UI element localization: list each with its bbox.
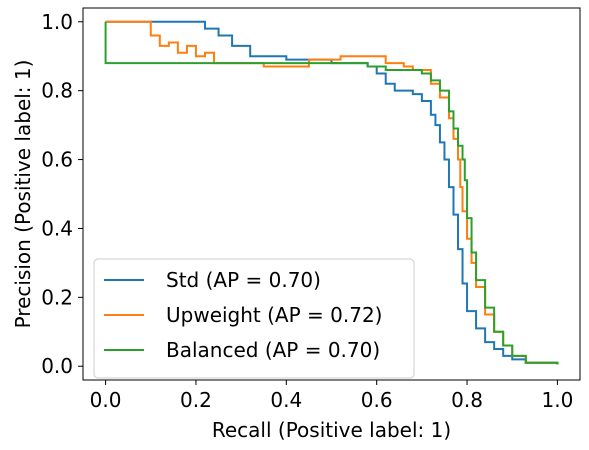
x-tick-label: 0.6	[361, 388, 393, 412]
x-tick-label: 0.0	[90, 388, 122, 412]
y-tick-label: 0.0	[41, 354, 73, 378]
legend-label-2: Upweight (AP = 0.72)	[166, 303, 382, 327]
plot-frame	[82, 7, 581, 381]
series-line-3	[104, 21, 559, 365]
y-tick-label: 0.2	[41, 285, 73, 309]
plot-area	[104, 20, 559, 365]
legend-label-1: Std (AP = 0.70)	[166, 268, 321, 292]
x-tick-label: 0.2	[180, 388, 212, 412]
legend-box	[93, 258, 415, 379]
legend: Std (AP = 0.70) Upweight (AP = 0.72) Balan…	[93, 258, 415, 379]
x-tick-label: 0.4	[270, 388, 302, 412]
y-tick-label: 0.6	[41, 148, 73, 172]
legend-label-3: Balanced (AP = 0.70)	[166, 338, 380, 362]
x-axis-label: Recall (Positive label: 1)	[212, 418, 451, 442]
axes: 0.0 0.2 0.4 0.6 0.8 1.0 0.0 0.2 0.4 0.6 0.8 1.0	[41, 7, 581, 412]
y-tick-label: 0.4	[41, 216, 73, 240]
y-axis-label: Precision (Positive label: 1)	[11, 60, 35, 329]
y-tick-label: 1.0	[41, 10, 73, 34]
series-line-1	[105, 20, 559, 365]
x-tick-label: 0.8	[451, 388, 483, 412]
y-tick-label: 0.8	[41, 79, 73, 103]
x-tick-label: 1.0	[542, 388, 574, 412]
